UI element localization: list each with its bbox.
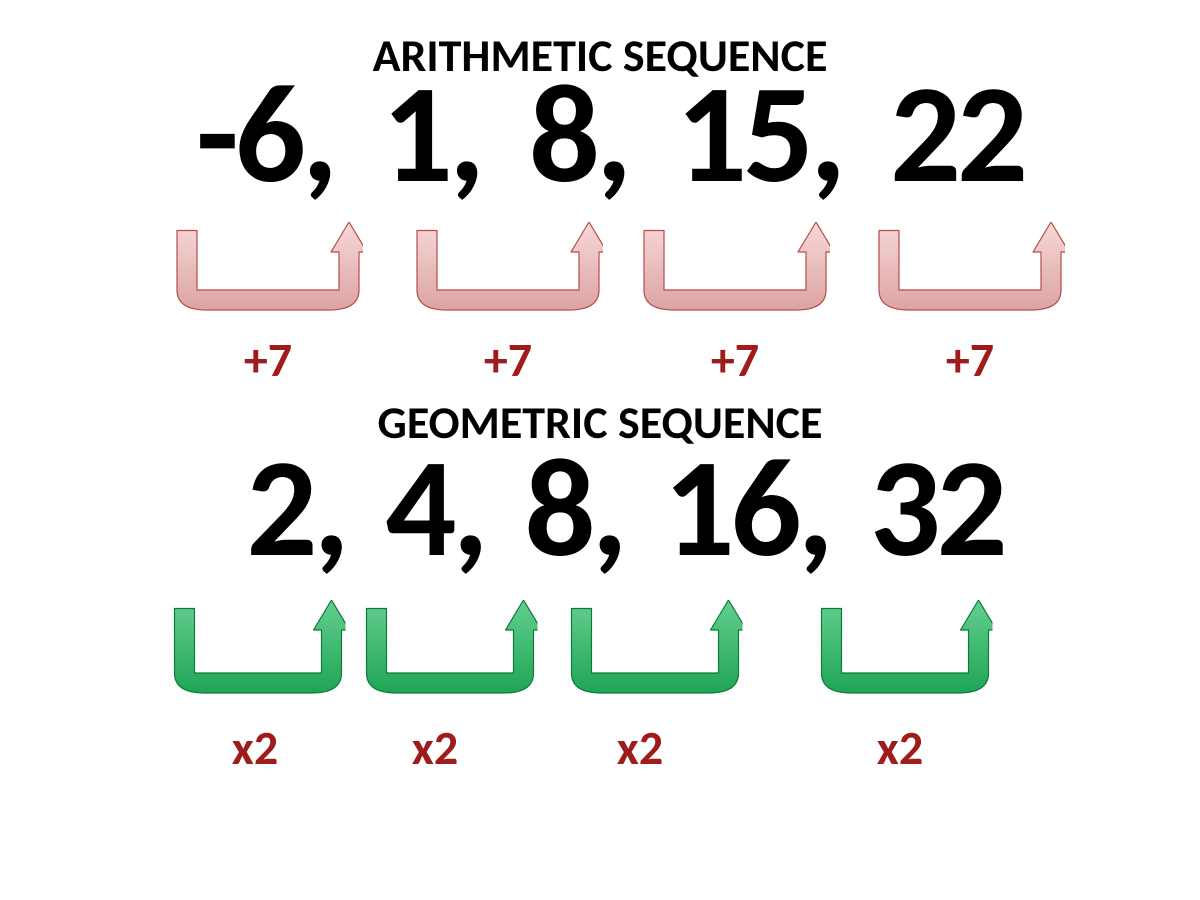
geometric-operation-label: x2 — [877, 718, 923, 777]
geometric-operation-label: x2 — [617, 718, 663, 777]
geometric-sequence: 2,4,8,16,32 — [110, 438, 1140, 578]
geometric-term: 8, — [525, 422, 624, 593]
geometric-arrow-icon — [818, 600, 993, 695]
arithmetic-arrow-icon — [640, 222, 830, 312]
arithmetic-arrow-icon — [413, 222, 603, 312]
arithmetic-operation-label: +7 — [711, 330, 759, 389]
arithmetic-term: 22 — [890, 48, 1024, 219]
geometric-arrow-icon — [568, 600, 743, 695]
arithmetic-arrow-icon — [173, 222, 363, 312]
geometric-term: 2, — [246, 422, 345, 593]
arithmetic-arrow-icon — [875, 222, 1065, 312]
geometric-operation-label: x2 — [412, 718, 458, 777]
arithmetic-operation-label: +7 — [946, 330, 994, 389]
geometric-term: 32 — [870, 422, 1004, 593]
arithmetic-sequence: -6,1,8,15,22 — [40, 64, 1180, 204]
geometric-term: 4, — [386, 422, 485, 593]
arithmetic-term: 15, — [676, 48, 842, 219]
geometric-operation-label: x2 — [232, 718, 278, 777]
arithmetic-operation-label: +7 — [244, 330, 292, 389]
arithmetic-term: 8, — [529, 48, 628, 219]
arithmetic-term: 1, — [382, 48, 481, 219]
geometric-arrow-icon — [171, 600, 346, 695]
geometric-arrow-icon — [363, 600, 538, 695]
arithmetic-term: -6, — [196, 48, 334, 219]
geometric-term: 16, — [664, 422, 830, 593]
diagram-container: ARITHMETIC SEQUENCE -6,1,8,15,22 — [0, 0, 1200, 900]
arithmetic-operation-label: +7 — [484, 330, 532, 389]
